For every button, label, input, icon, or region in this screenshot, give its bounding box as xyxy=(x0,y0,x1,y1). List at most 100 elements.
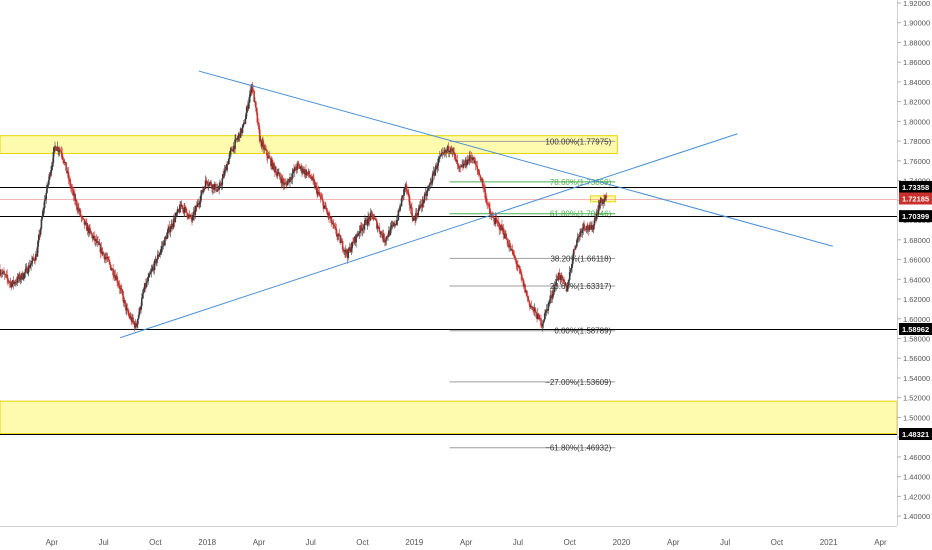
price-tick-label: 1.58000 xyxy=(903,334,930,343)
candle-body xyxy=(498,223,501,230)
candle-body xyxy=(475,164,478,166)
candle-body xyxy=(223,169,226,176)
time-tick-label: 2018 xyxy=(198,538,216,547)
candle-body xyxy=(290,178,293,180)
current-price-badge xyxy=(899,192,932,205)
candle-body xyxy=(572,256,574,264)
time-axis[interactable]: Apr Jul Oct 2018 Apr Jul Oct 2019 Apr Jul Oct 2020 A… xyxy=(46,538,887,547)
candle-body xyxy=(65,162,67,171)
time-tick-label: 2020 xyxy=(613,538,631,547)
candle-body xyxy=(368,216,370,218)
candle-body xyxy=(286,181,289,186)
candle-body xyxy=(544,312,546,320)
candle-body xyxy=(125,302,127,311)
candle-body xyxy=(82,218,85,220)
candle-body xyxy=(513,255,516,258)
candle-body xyxy=(249,90,251,97)
candle-body xyxy=(417,209,420,216)
candle-body xyxy=(141,297,143,306)
candle-body xyxy=(514,257,517,261)
candle-body xyxy=(156,259,158,264)
candle-body xyxy=(442,152,445,154)
candle-body xyxy=(527,296,530,301)
candle-body xyxy=(319,195,322,198)
supply-demand-zone[interactable] xyxy=(0,135,618,154)
candle-body xyxy=(227,164,229,165)
candle-body xyxy=(485,198,487,199)
candle-body xyxy=(596,213,599,215)
candle-body xyxy=(340,240,342,243)
candle-body xyxy=(19,278,22,280)
candle-body xyxy=(480,179,483,181)
candle-body xyxy=(440,153,443,156)
candle-body xyxy=(257,122,259,124)
candle-body xyxy=(105,257,107,258)
candle-body xyxy=(112,268,114,276)
candle-body xyxy=(80,216,83,218)
candle-body xyxy=(465,159,467,166)
candle-body xyxy=(572,249,575,257)
candle-body xyxy=(371,212,373,214)
candle-body xyxy=(172,218,175,226)
candle-body xyxy=(396,220,399,221)
candle-body xyxy=(328,212,330,218)
candle-body xyxy=(228,154,231,159)
candle-body xyxy=(109,262,111,265)
candle-body xyxy=(501,224,503,231)
candle-body xyxy=(399,205,402,207)
candle-body xyxy=(394,224,396,226)
candle-body xyxy=(438,158,440,160)
candle-body xyxy=(560,274,563,277)
candle-body xyxy=(27,272,29,274)
candle-body xyxy=(605,195,608,198)
candle-body xyxy=(460,165,463,167)
trendline[interactable] xyxy=(198,70,833,247)
candle-body xyxy=(200,190,203,196)
candle-body xyxy=(0,269,1,275)
candle-body xyxy=(476,165,479,170)
candle-body xyxy=(316,187,318,195)
candle-body xyxy=(11,283,13,288)
candle-body xyxy=(469,155,471,159)
candle-body xyxy=(582,223,585,230)
candle-body xyxy=(137,318,139,325)
candle-body xyxy=(37,240,40,247)
candle-body xyxy=(574,245,577,250)
candle-body xyxy=(128,314,130,316)
fib-level-label: −27.00%(1.53609) xyxy=(545,378,611,387)
candle-body xyxy=(158,254,161,257)
candle-body xyxy=(486,198,488,204)
candle-body xyxy=(176,209,179,213)
candle-body xyxy=(83,219,86,225)
candle-body xyxy=(101,247,103,255)
candle-body xyxy=(169,228,172,233)
candle-body xyxy=(166,233,169,239)
candle-body xyxy=(521,274,523,279)
candle-body xyxy=(540,318,542,326)
candle-body xyxy=(423,200,425,204)
supply-demand-zone[interactable] xyxy=(0,400,898,435)
candle-body xyxy=(7,280,10,283)
candle-body xyxy=(290,177,292,179)
candle-body xyxy=(322,201,325,209)
candle-body xyxy=(409,205,412,209)
candle-body xyxy=(150,270,153,273)
candle-body xyxy=(360,225,362,228)
trendline[interactable] xyxy=(119,133,738,339)
candle-body xyxy=(456,160,459,164)
candle-body xyxy=(181,205,184,209)
candle-body xyxy=(210,182,212,186)
key-level-badge xyxy=(899,210,932,223)
candle-body xyxy=(26,267,28,274)
candle-body xyxy=(405,184,408,191)
candle-body xyxy=(305,172,308,176)
candle-body xyxy=(44,199,47,201)
price-tick-label: 1.52000 xyxy=(903,394,930,403)
candle-body xyxy=(342,249,345,251)
candle-body xyxy=(495,217,498,220)
price-badges-layer: 1.73358 1.70399 1.58962 1.48321 1.72185 xyxy=(899,180,932,441)
candle-body xyxy=(199,201,201,204)
candle-body xyxy=(363,225,365,229)
candle-body xyxy=(556,279,558,280)
